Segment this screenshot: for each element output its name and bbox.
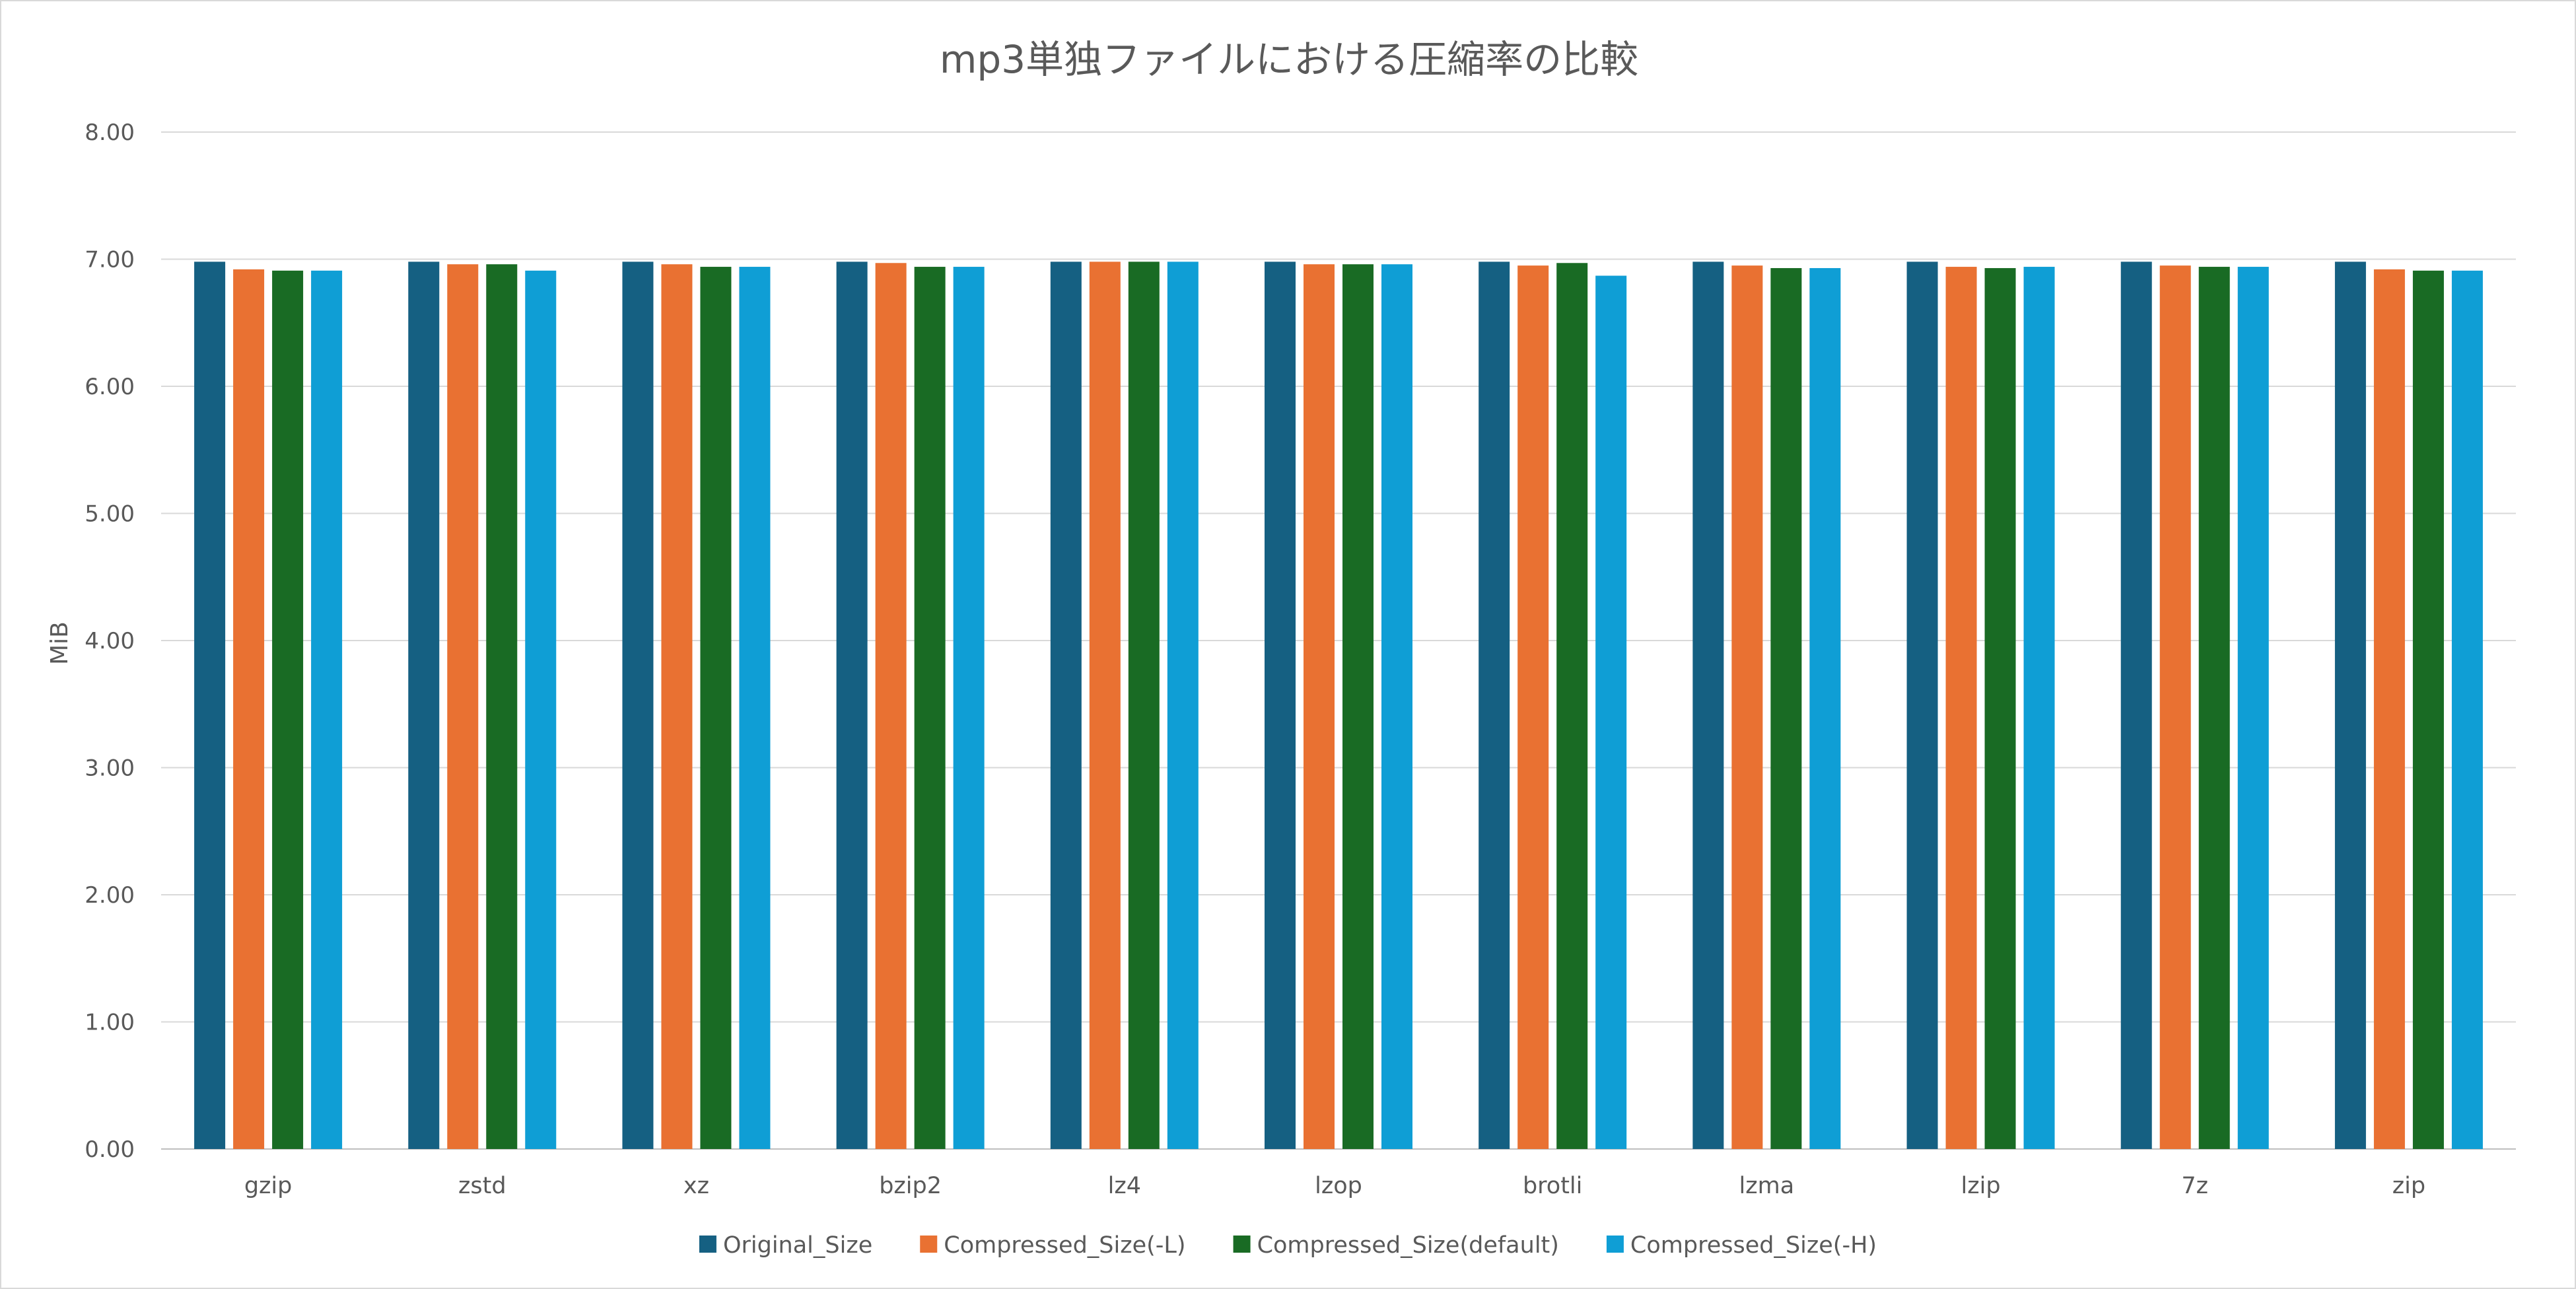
bar [1945, 267, 1977, 1149]
bar [1128, 261, 1160, 1150]
bar [2198, 267, 2230, 1149]
y-tick-label: 4.00 [85, 628, 135, 654]
y-tick-label: 7.00 [85, 247, 135, 273]
bar [486, 264, 518, 1150]
bar [739, 267, 771, 1149]
x-tick-label: gzip [244, 1173, 293, 1199]
legend-label: Compressed_Size(default) [1257, 1232, 1559, 1259]
x-tick-label: zip [2392, 1173, 2425, 1199]
x-tick-label: lzop [1315, 1173, 1362, 1199]
legend-item: Original_Size [699, 1232, 872, 1259]
bar [1479, 261, 1510, 1150]
bar [1595, 275, 1627, 1149]
bar [1770, 267, 1802, 1150]
bar [1906, 261, 1938, 1150]
bar [661, 264, 693, 1150]
bar [447, 264, 479, 1150]
bars [194, 261, 2483, 1150]
x-tick-label: brotli [1523, 1173, 1582, 1199]
bar [1731, 265, 1763, 1149]
bar [1089, 261, 1121, 1150]
bar [311, 270, 343, 1150]
bar [1265, 261, 1296, 1150]
bar [2237, 267, 2269, 1149]
bar [1167, 261, 1199, 1150]
bar [408, 261, 440, 1150]
legend-item: Compressed_Size(-L) [920, 1232, 1186, 1259]
bar [875, 263, 907, 1149]
y-tick-label: 1.00 [85, 1010, 135, 1036]
legend-swatch [1606, 1236, 1624, 1253]
bar [836, 261, 868, 1150]
y-tick-label: 6.00 [85, 374, 135, 400]
chart-title: mp3単独ファイルにおける圧縮率の比較 [940, 37, 1638, 82]
x-tick-label: lzma [1739, 1173, 1795, 1199]
x-axis-ticks: gzip zstd xz bzip2 lz4 lzop brotli lzma lzip 7z zi… [244, 1173, 2425, 1199]
bar [914, 267, 946, 1149]
legend-item: Compressed_Size(-H) [1606, 1232, 1877, 1259]
bar [1517, 265, 1549, 1149]
legend-swatch [699, 1236, 716, 1253]
y-tick-label: 5.00 [85, 501, 135, 528]
x-tick-label: zstd [458, 1173, 506, 1199]
legend-label: Original_Size [723, 1232, 872, 1259]
bar [2120, 261, 2152, 1150]
y-tick-label: 2.00 [85, 882, 135, 909]
legend-swatch [1233, 1236, 1251, 1253]
y-axis-ticks: 0.00 1.00 2.00 3.00 4.00 5.00 6.00 7.00 8.00 [85, 120, 135, 1163]
y-tick-label: 3.00 [85, 755, 135, 782]
bar [1304, 264, 1335, 1150]
legend-item: Compressed_Size(default) [1233, 1232, 1559, 1259]
bar [233, 269, 265, 1149]
bar [700, 267, 732, 1149]
bar [622, 261, 654, 1150]
bar [1984, 267, 2016, 1150]
bar [2373, 269, 2405, 1149]
legend-label: Compressed_Size(-H) [1630, 1232, 1877, 1259]
legend-label: Compressed_Size(-L) [944, 1232, 1185, 1259]
y-tick-label: 8.00 [85, 120, 135, 146]
bar [194, 261, 226, 1150]
bar [2334, 261, 2366, 1150]
bar [1050, 261, 1082, 1150]
bar [1692, 261, 1724, 1150]
x-tick-label: lz4 [1108, 1173, 1141, 1199]
legend-swatch [920, 1236, 938, 1253]
bar [2451, 270, 2483, 1150]
bar [2159, 265, 2191, 1149]
legend: Original_Size Compressed_Size(-L) Compress… [699, 1232, 1877, 1259]
x-tick-label: lzip [1961, 1173, 2001, 1199]
x-tick-label: 7z [2181, 1173, 2208, 1199]
x-tick-label: xz [683, 1173, 709, 1199]
bar [1342, 264, 1374, 1150]
bar [1381, 264, 1412, 1150]
x-tick-label: bzip2 [879, 1173, 942, 1199]
bar [2412, 270, 2444, 1150]
y-axis-title: MiB [46, 621, 73, 665]
bar [272, 270, 304, 1150]
bar [2023, 267, 2055, 1149]
y-tick-label: 0.00 [85, 1136, 135, 1163]
bar [953, 267, 985, 1149]
bar [1809, 267, 1841, 1150]
bar [525, 270, 557, 1150]
bar [1556, 263, 1588, 1149]
